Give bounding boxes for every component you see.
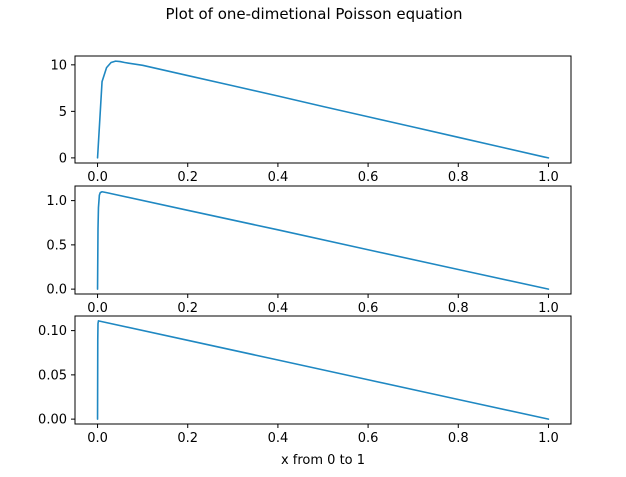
subplot-2-series-line-1 xyxy=(96,190,550,290)
subplot-3-x-tick-label: 0.6 xyxy=(358,431,379,446)
subplot-1-y-tick-label: 0 xyxy=(59,151,67,166)
subplot-2-x-tick-label: 0.2 xyxy=(177,301,198,316)
subplot-2-y-tick-label: 1.0 xyxy=(46,194,67,209)
subplot-3-y-tick-label: 0.10 xyxy=(38,324,67,339)
subplot-3-x-tick-label: 0.4 xyxy=(268,431,289,446)
subplots: 0.0 0.2 0.4 0.6 0.8 1.0 0 5 10 0.0 0.2 0.4 0.6 0.8 1.0… xyxy=(38,55,572,468)
subplot-3-x-tick-label: 0.2 xyxy=(177,431,198,446)
subplot-3-x-axis-label: x from 0 to 1 xyxy=(281,453,365,468)
subplot-1-x-tick-label: 0.2 xyxy=(177,170,198,185)
subplot-1-x-tick-label: 0.6 xyxy=(358,170,379,185)
subplot-3-axes-frame xyxy=(74,315,572,425)
figure-title: Plot of one-dimetional Poisson equation xyxy=(165,5,462,23)
subplot-3-x-tick-label: 0.0 xyxy=(87,431,108,446)
subplot-2-x-tick-label: 0.0 xyxy=(87,301,108,316)
subplot-1-x-tick-label: 0.4 xyxy=(268,170,289,185)
subplot-1-y-tick-label: 10 xyxy=(50,58,67,73)
subplot-1: 0.0 0.2 0.4 0.6 0.8 1.0 0 5 10 xyxy=(50,55,572,185)
subplot-3-x-tick-label: 1.0 xyxy=(538,431,559,446)
subplot-2-y-tick-label: 0.5 xyxy=(46,238,67,253)
subplot-1-x-tick-label: 1.0 xyxy=(538,170,559,185)
subplot-2-x-tick-label: 0.8 xyxy=(448,301,469,316)
subplot-2-x-tick-label: 0.6 xyxy=(358,301,379,316)
subplot-2-y-tick-label: 0.0 xyxy=(46,283,67,298)
subplot-2-axes-frame xyxy=(74,185,572,295)
subplot-3-x-tick-label: 0.8 xyxy=(448,431,469,446)
subplot-1-x-tick-label: 0.8 xyxy=(448,170,469,185)
subplot-3: 0.0 0.2 0.4 0.6 0.8 1.0 0.00 0.05 0.10 x from 0 t… xyxy=(38,315,572,468)
subplot-3-series-line-1 xyxy=(96,320,550,420)
subplot-3-y-tick-label: 0.05 xyxy=(38,368,67,383)
subplot-1-axes-frame xyxy=(74,55,572,164)
subplot-3-y-tick-label: 0.00 xyxy=(38,413,67,428)
subplot-2-x-tick-label: 0.4 xyxy=(268,301,289,316)
subplot-2: 0.0 0.2 0.4 0.6 0.8 1.0 0.0 0.5 1.0 xyxy=(46,185,572,316)
subplot-1-x-tick-label: 0.0 xyxy=(87,170,108,185)
subplot-1-y-tick-label: 5 xyxy=(59,105,67,120)
subplot-1-series-line-1 xyxy=(96,60,550,159)
subplot-2-x-tick-label: 1.0 xyxy=(538,301,559,316)
